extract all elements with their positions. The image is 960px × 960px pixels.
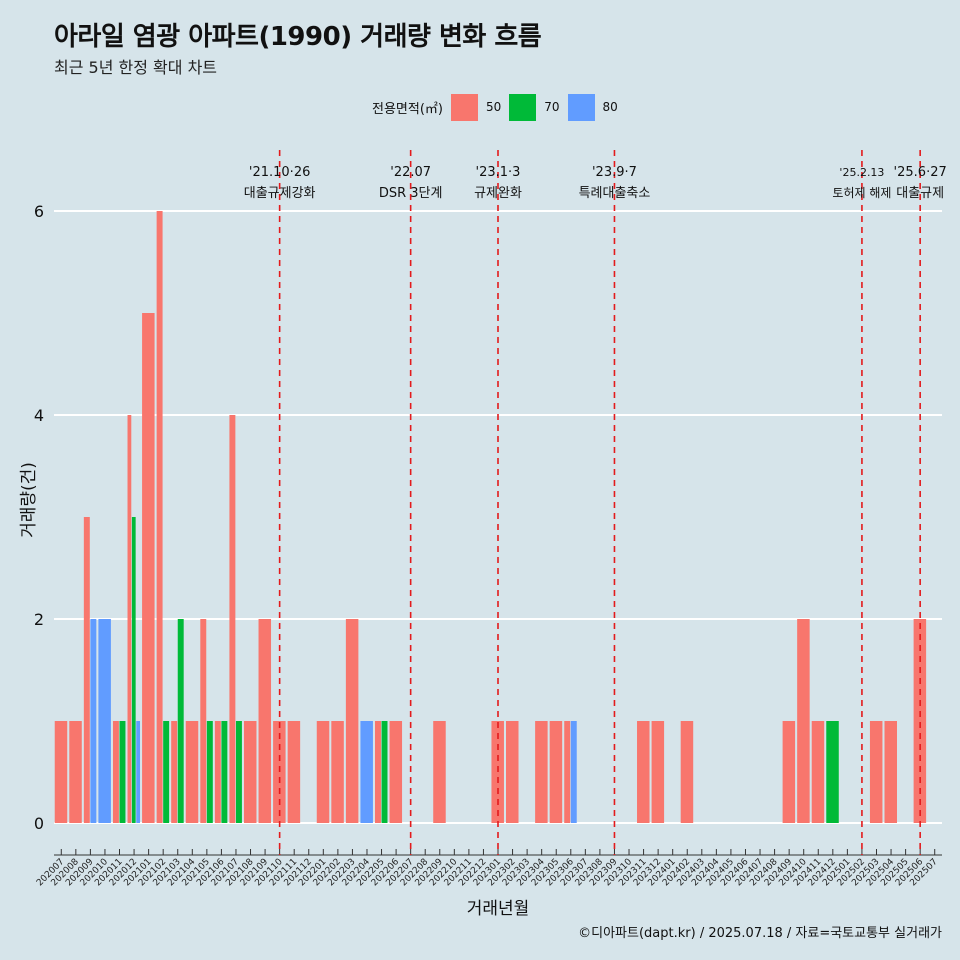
bar-202311-50 bbox=[637, 721, 650, 823]
bar-202203-50 bbox=[345, 619, 359, 823]
bar-202106-50 bbox=[214, 721, 221, 823]
bar-202312-50 bbox=[651, 721, 665, 823]
bar-202104-50 bbox=[185, 721, 199, 823]
bar-202412-70 bbox=[826, 721, 839, 823]
bar-202011-70 bbox=[119, 721, 126, 823]
legend-key-50 bbox=[450, 93, 478, 121]
bar-202301-50 bbox=[491, 721, 504, 823]
chart-title: 아라일 염광 아파트(1990) 거래량 변화 흐름 bbox=[54, 22, 542, 52]
annotation-date-5: '25.6·27 bbox=[894, 165, 947, 180]
annotation-date-3: '23.9·7 bbox=[592, 165, 637, 180]
annotation-date-4: '25.2.13 bbox=[839, 166, 884, 179]
bar-202103-50 bbox=[171, 721, 178, 823]
bar-202302-50 bbox=[506, 721, 519, 823]
bar-202012-80 bbox=[136, 721, 141, 823]
bar-202007-50 bbox=[54, 721, 68, 823]
legend-title: 전용면적(㎡) bbox=[372, 101, 443, 117]
bar-202109-50 bbox=[258, 619, 272, 823]
legend-label-80: 80 bbox=[602, 100, 618, 114]
bar-202402-50 bbox=[680, 721, 694, 823]
bar-202411-50 bbox=[811, 721, 825, 823]
bar-202503-50 bbox=[869, 721, 883, 823]
bar-202206-50 bbox=[389, 721, 403, 823]
bar-202506-50 bbox=[913, 619, 927, 823]
y-tick-label-0: 0 bbox=[34, 814, 44, 833]
legend-label-70: 70 bbox=[544, 100, 560, 114]
legend-item-70: 70 bbox=[509, 93, 560, 121]
bar-202201-50 bbox=[316, 721, 330, 823]
annotation-label-0: 대출규제강화 bbox=[244, 186, 316, 201]
bar-202103-70 bbox=[177, 619, 184, 823]
annotation-label-4: 토허제 해제 bbox=[832, 186, 891, 200]
y-tick-label-2: 2 bbox=[34, 610, 44, 629]
annotation-label-5: 대출규제 bbox=[896, 186, 944, 201]
legend-item-50: 50 bbox=[450, 93, 502, 121]
annotation-label-3: 특례대출축소 bbox=[579, 186, 651, 201]
bar-202410-50 bbox=[797, 619, 810, 823]
chart-subtitle: 최근 5년 한정 확대 차트 bbox=[54, 58, 218, 77]
bar-202012-50 bbox=[127, 415, 132, 823]
bar-202209-50 bbox=[433, 721, 446, 823]
legend: 전용면적(㎡) 50 70 80 bbox=[372, 92, 626, 122]
bar-202101-50 bbox=[142, 313, 155, 823]
bar-202106-70 bbox=[221, 721, 228, 823]
annotation-date-1: '22.07 bbox=[390, 165, 431, 180]
bar-202306-80 bbox=[570, 721, 577, 823]
bar-202304-50 bbox=[535, 721, 548, 823]
bar-202204-80 bbox=[360, 721, 373, 823]
bar-202108-50 bbox=[243, 721, 257, 823]
bar-202105-70 bbox=[206, 721, 213, 823]
legend-key-80 bbox=[567, 93, 595, 121]
bar-202009-80 bbox=[90, 619, 97, 823]
bar-202111-50 bbox=[287, 721, 301, 823]
bar-202110-50 bbox=[273, 721, 286, 823]
bar-202107-70 bbox=[235, 721, 242, 823]
bar-202205-50 bbox=[374, 721, 381, 823]
y-axis-title: 거래량(건) bbox=[19, 462, 39, 538]
legend-item-80: 80 bbox=[567, 93, 618, 121]
annotation-label-1: DSR 3단계 bbox=[379, 186, 443, 201]
annotation-date-0: '21.10·26 bbox=[249, 165, 310, 180]
bar-202011-50 bbox=[112, 721, 119, 823]
bar-202504-50 bbox=[884, 721, 897, 823]
chart-caption: ©디아파트(dapt.kr) / 2025.07.18 / 자료=국토교통부 실… bbox=[578, 926, 942, 941]
bar-202010-80 bbox=[98, 619, 111, 823]
annotation-label-2: 규제완화 bbox=[474, 186, 522, 201]
bar-202008-50 bbox=[69, 721, 82, 823]
bar-202009-50 bbox=[83, 517, 90, 823]
bar-202409-50 bbox=[782, 721, 796, 823]
bar-202105-50 bbox=[200, 619, 207, 823]
bar-202012-70 bbox=[131, 517, 136, 823]
bar-202306-50 bbox=[564, 721, 571, 823]
x-axis-title: 거래년월 bbox=[467, 899, 530, 919]
legend-label-50: 50 bbox=[485, 100, 502, 114]
bar-202102-70 bbox=[163, 721, 170, 823]
bar-202107-50 bbox=[229, 415, 236, 823]
bar-202205-70 bbox=[381, 721, 388, 823]
bar-202202-50 bbox=[331, 721, 344, 823]
bar-202305-50 bbox=[549, 721, 563, 823]
y-tick-label-6: 6 bbox=[34, 202, 44, 221]
y-tick-label-4: 4 bbox=[34, 406, 44, 425]
bar-202102-50 bbox=[156, 211, 163, 823]
annotation-date-2: '23.1·3 bbox=[476, 165, 521, 180]
legend-key-70 bbox=[509, 93, 537, 121]
